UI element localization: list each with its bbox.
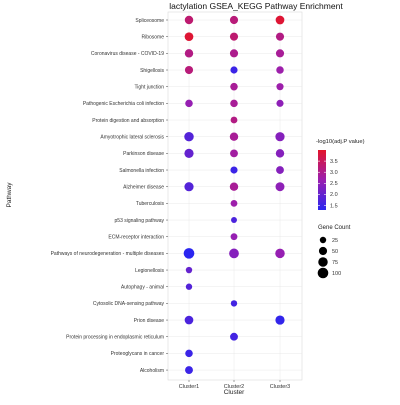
- x-tick-label: Cluster3: [270, 384, 290, 390]
- y-tick-label: Spliceosome: [135, 18, 164, 24]
- y-tick-label: Ribosome: [141, 34, 164, 40]
- data-point: [185, 266, 193, 274]
- y-tick-label: Alzheimer disease: [123, 185, 164, 191]
- data-point: [229, 15, 239, 25]
- y-axis-title: Pathway: [6, 182, 13, 208]
- data-point: [184, 49, 194, 58]
- data-point: [275, 15, 285, 25]
- color-legend-bar: [318, 150, 326, 210]
- size-legend-dot: [319, 236, 327, 244]
- data-point: [184, 131, 194, 142]
- data-point: [275, 132, 285, 142]
- y-tick-label: Alcoholism: [140, 368, 164, 374]
- data-point: [184, 148, 194, 158]
- color-legend-label: 1.5: [330, 203, 338, 209]
- data-point: [229, 248, 239, 259]
- y-tick-label: Pathways of neurodegeneration - multiple…: [51, 251, 165, 257]
- data-point: [230, 199, 238, 207]
- y-tick-label: Proteoglycans in cancer: [111, 351, 165, 357]
- data-point: [229, 182, 239, 191]
- data-point: [276, 66, 284, 74]
- size-legend-label: 50: [332, 249, 338, 255]
- color-legend-label: 3.5: [330, 159, 338, 165]
- data-point: [184, 315, 194, 325]
- color-legend-title: -log10(adj.P value): [316, 139, 365, 145]
- size-legend-dot: [317, 267, 329, 279]
- y-tick-label: Legionellosis: [135, 268, 164, 274]
- data-point: [275, 315, 285, 325]
- data-point: [275, 182, 285, 192]
- data-point: [185, 366, 193, 374]
- data-point: [230, 233, 238, 241]
- size-legend-dot: [318, 246, 328, 256]
- y-tick-label: Tight junction: [134, 84, 164, 90]
- data-point: [229, 32, 239, 41]
- data-point: [230, 99, 238, 108]
- data-point: [185, 99, 193, 108]
- data-point: [230, 82, 238, 91]
- y-tick-label: ECM-receptor interaction: [108, 235, 164, 241]
- data-point: [275, 49, 285, 58]
- data-point: [230, 149, 238, 158]
- y-tick-label: Protein processing in endoplasmic reticu…: [66, 335, 164, 341]
- data-point: [275, 248, 285, 259]
- data-point: [275, 149, 285, 158]
- y-tick-label: Coronavirus disease - COVID-19: [91, 51, 164, 57]
- color-legend-label: 2.5: [330, 181, 338, 187]
- data-point: [230, 300, 238, 307]
- color-legend-label: 2.0: [330, 192, 338, 198]
- data-point: [185, 349, 193, 358]
- size-legend-label: 100: [332, 271, 341, 277]
- y-tick-label: Salmonella infection: [119, 168, 164, 174]
- data-point: [229, 132, 239, 141]
- size-legend-label: 25: [332, 238, 338, 244]
- data-point: [184, 182, 194, 192]
- data-point: [275, 32, 285, 41]
- size-legend-dot: [318, 257, 328, 267]
- chart-title: lactylation GSEA_KEGG Pathway Enrichment: [169, 1, 343, 11]
- y-tick-label: Tuberculosis: [136, 201, 165, 207]
- y-tick-label: Prion disease: [134, 318, 165, 324]
- data-point: [183, 248, 195, 259]
- x-tick-label: Cluster2: [224, 384, 244, 390]
- y-tick-label: Shigellosis: [140, 68, 164, 74]
- x-tick-label: Cluster1: [179, 384, 199, 390]
- data-point: [229, 49, 239, 58]
- y-tick-label: Parkinson disease: [123, 151, 164, 157]
- y-tick-label: p53 signaling pathway: [115, 218, 165, 224]
- y-tick-label: Amyotrophic lateral sclerosis: [100, 134, 164, 140]
- data-point: [230, 332, 238, 341]
- y-tick-label: Protein digestion and absorption: [92, 118, 164, 124]
- data-point: [230, 66, 238, 74]
- data-point: [184, 65, 194, 75]
- data-point: [184, 32, 194, 42]
- size-legend-label: 75: [332, 260, 338, 266]
- y-tick-label: Autophagy - animal: [121, 285, 164, 291]
- x-axis-title: Cluster: [224, 389, 245, 396]
- data-point: [230, 166, 238, 174]
- y-tick-label: Cytosolic DNA-sensing pathway: [93, 301, 165, 307]
- data-point: [276, 166, 284, 174]
- data-point: [231, 217, 237, 224]
- data-point: [230, 116, 238, 124]
- color-legend-label: 3.0: [330, 170, 338, 176]
- data-point: [184, 15, 194, 25]
- size-legend-title: Gene Count: [318, 225, 351, 231]
- y-tick-label: Pathogenic Escherichia coli infection: [83, 101, 164, 107]
- data-point: [276, 83, 284, 91]
- data-point: [276, 99, 284, 107]
- data-point: [185, 283, 193, 290]
